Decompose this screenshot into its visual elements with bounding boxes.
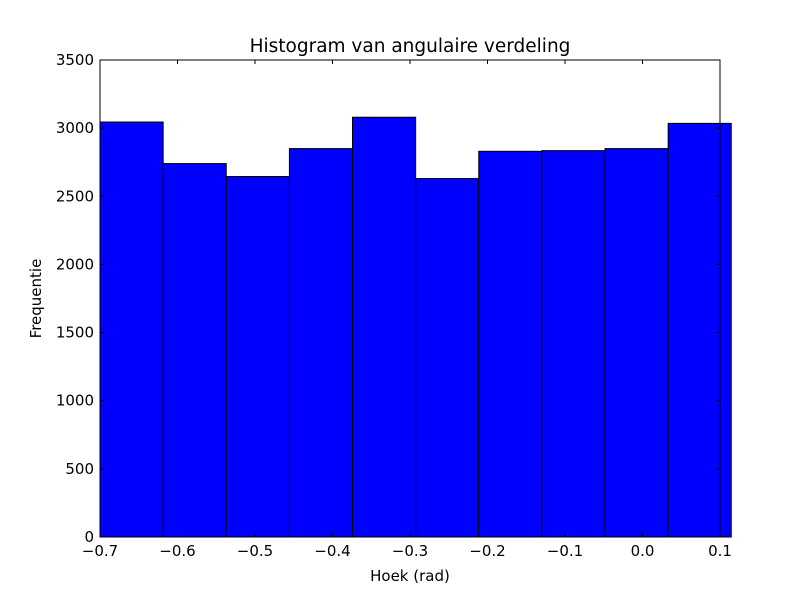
histogram-bar	[478, 150, 543, 538]
y-tick-label: 3500	[56, 51, 94, 69]
bars-group	[99, 116, 732, 538]
x-tick-label: 0.1	[708, 542, 732, 560]
histogram-bar	[99, 121, 164, 538]
y-tick-label: 3000	[56, 119, 94, 137]
x-tick-label: −0.4	[314, 542, 350, 560]
histogram-bar	[162, 163, 227, 538]
histogram-bar	[351, 116, 417, 538]
histogram-bar	[604, 148, 669, 538]
x-tick-label: −0.2	[469, 542, 505, 560]
y-tick-label: 1500	[56, 324, 94, 342]
x-tick-label: −0.6	[159, 542, 195, 560]
x-axis-label: Hoek (rad)	[370, 567, 450, 585]
x-tick-label: −0.7	[82, 542, 118, 560]
x-tick-label: −0.5	[237, 542, 273, 560]
histogram-bar	[288, 148, 353, 538]
chart-title: Histogram van angulaire verdeling	[250, 36, 571, 57]
y-tick-label: 1000	[56, 392, 94, 410]
histogram-bar	[415, 178, 480, 538]
x-tick-label: −0.1	[547, 542, 583, 560]
y-tick-label: 0	[84, 528, 94, 546]
histogram-bar	[541, 150, 606, 538]
x-tick-label: −0.3	[392, 542, 428, 560]
y-tick-label: 500	[65, 460, 94, 478]
plot-frame	[99, 59, 721, 538]
ticks-group: −0.7 −0.6 −0.5 −0.4 −0.3 −0.2 −0.1 0.0 0.1 0 500 10…	[56, 51, 732, 560]
y-tick-label: 2000	[56, 255, 94, 273]
y-tick-label: 2500	[56, 187, 94, 205]
y-axis-label: Frequentie	[27, 259, 45, 339]
histogram-bar	[225, 176, 290, 538]
x-tick-label: 0.0	[631, 542, 655, 560]
histogram-bar	[667, 122, 732, 538]
